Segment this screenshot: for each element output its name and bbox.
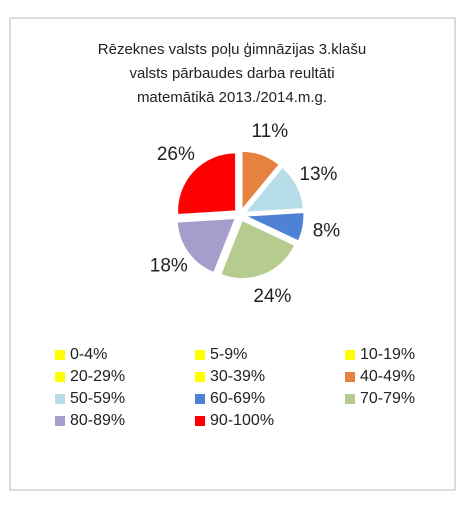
pie-slice: [241, 150, 280, 211]
legend-label: 50-59%: [70, 390, 125, 407]
legend-label: 0-4%: [70, 346, 107, 363]
legend-label: 40-49%: [360, 368, 415, 385]
legend-swatch: [195, 416, 205, 426]
legend-swatch: [55, 394, 65, 404]
pie-slice: [244, 166, 304, 213]
legend-swatch: [55, 416, 65, 426]
data-label: 18%: [150, 256, 188, 277]
chart-title: Rēzeknes valsts poļu ģimnāzijas 3.klašu: [98, 41, 366, 58]
legend-swatch: [55, 372, 65, 382]
chart-title: valsts pārbaudes darba reultāti: [129, 65, 334, 82]
legend-label: 10-19%: [360, 346, 415, 363]
legend-swatch: [195, 372, 205, 382]
data-label: 24%: [253, 286, 291, 307]
legend-swatch: [195, 350, 205, 360]
pie-slice: [245, 211, 305, 242]
pie-slice: [177, 152, 237, 216]
legend-label: 80-89%: [70, 412, 125, 429]
legend-swatch: [345, 394, 355, 404]
data-label: 11%: [251, 121, 288, 142]
legend-label: 5-9%: [210, 346, 247, 363]
legend-swatch: [345, 372, 355, 382]
legend-label: 30-39%: [210, 368, 265, 385]
legend-label: 70-79%: [360, 390, 415, 407]
pie-slice: [220, 219, 296, 279]
legend-swatch: [195, 394, 205, 404]
legend-label: 20-29%: [70, 368, 125, 385]
data-label: 8%: [313, 221, 341, 242]
legend-swatch: [345, 350, 355, 360]
data-label: 13%: [299, 164, 337, 185]
legend-label: 90-100%: [210, 412, 274, 429]
pie-slice: [176, 217, 236, 274]
chart-title: matemātikā 2013./2014.m.g.: [137, 89, 327, 106]
legend-label: 60-69%: [210, 390, 265, 407]
legend-swatch: [55, 350, 65, 360]
data-label: 26%: [157, 144, 195, 165]
